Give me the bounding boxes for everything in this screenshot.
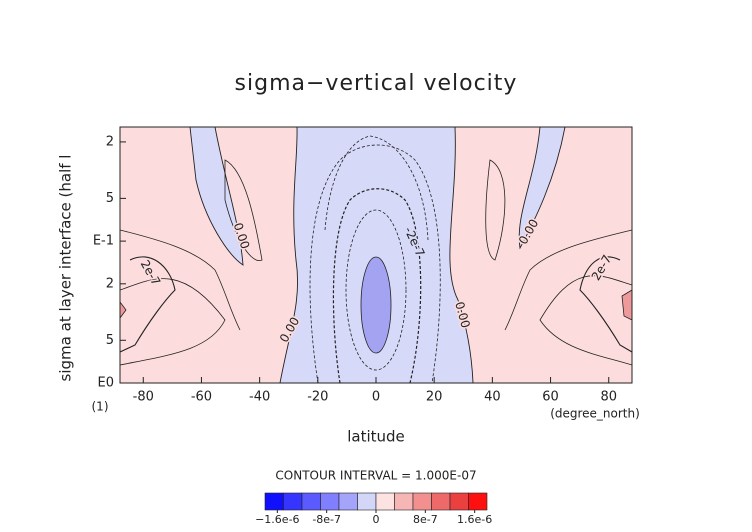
colorbar-box — [431, 492, 451, 511]
colorbar-box — [357, 492, 377, 511]
y-tick-label: 5 — [106, 191, 114, 206]
contour-line — [119, 229, 241, 331]
contour-line — [579, 256, 633, 353]
colorbar-tick-label: 8e-7 — [413, 513, 438, 526]
contour-line — [224, 159, 263, 262]
contour-line — [485, 159, 506, 261]
colorbar-tick-label: −1.6e-6 — [255, 513, 299, 526]
colorbar-tick-label: -8e-7 — [312, 513, 341, 526]
colorbar-tick-label: 1.6e-6 — [457, 513, 492, 526]
y-tick-label: E0 — [98, 376, 115, 391]
x-tick-label: 60 — [542, 390, 559, 405]
colorbar-box — [375, 492, 395, 511]
x-tick-label: -80 — [133, 390, 154, 405]
contour-field — [119, 126, 633, 384]
x-axis-label: latitude — [347, 428, 405, 446]
contour-line — [332, 188, 422, 384]
contour-interval: CONTOUR INTERVAL = 1.000E-07 — [275, 469, 476, 483]
colorbar-box — [301, 492, 321, 511]
x-tick-label: 40 — [484, 390, 501, 405]
contour-line — [504, 229, 633, 331]
y-tick-label: E-1 — [93, 234, 114, 249]
contour-line — [324, 135, 429, 241]
contour-line — [345, 209, 407, 371]
contour-line — [309, 144, 441, 384]
colorbar-box — [320, 492, 340, 511]
strong-negative-region — [360, 256, 392, 354]
y-exponent-label: (1) — [92, 400, 109, 414]
x-tick-label: -40 — [249, 390, 270, 405]
y-axis-label: sigma at layer interface (half l — [57, 155, 75, 382]
contour-line — [119, 256, 176, 353]
colorbar-box — [449, 492, 469, 511]
chart-title: sigma−vertical velocity — [235, 71, 518, 96]
colorbar-box — [412, 492, 432, 511]
colorbar-tick-label: 0 — [373, 513, 380, 526]
x-tick-label: 0 — [372, 390, 380, 405]
y-tick-label: 5 — [106, 333, 114, 348]
contour-line — [539, 275, 633, 366]
colorbar-box — [394, 492, 414, 511]
colorbar-box — [338, 492, 358, 511]
colorbar-box — [264, 492, 284, 511]
x-tick-label: 80 — [600, 390, 617, 405]
negative-region — [189, 126, 244, 266]
colorbar-box — [283, 492, 303, 511]
x-tick-label: -60 — [191, 390, 212, 405]
x-unit-label: (degree_north) — [550, 407, 640, 421]
y-tick-label: 2 — [106, 276, 114, 291]
contour-line — [119, 278, 226, 366]
x-tick-label: -20 — [307, 390, 328, 405]
negative-region — [518, 126, 566, 250]
x-tick-label: 20 — [426, 390, 443, 405]
colorbar-box — [468, 492, 488, 511]
y-tick-label: 2 — [106, 134, 114, 149]
